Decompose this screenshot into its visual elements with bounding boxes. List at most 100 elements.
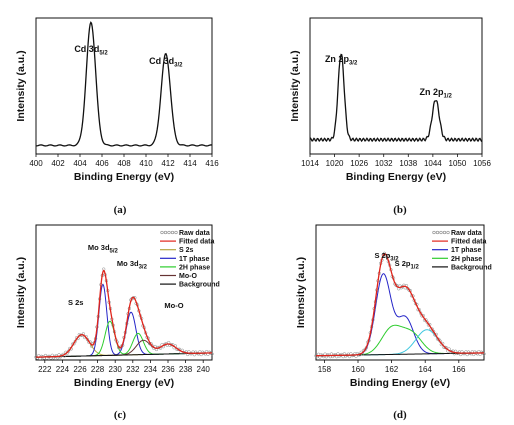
x-tick-label: 414: [183, 159, 197, 168]
peak-annotation: Mo 3d3/2: [117, 259, 148, 271]
x-axis-label: Binding Energy (eV): [346, 171, 446, 183]
legend-label: 1T phase: [179, 256, 209, 263]
peak-annotation: Cd 3d3/2: [149, 56, 183, 69]
spectrum-line: [35, 21, 213, 147]
x-tick-label: 238: [179, 365, 193, 374]
peak-annotation: S 2s: [68, 298, 83, 307]
peak-annotation: Mo-O: [164, 301, 183, 310]
legend-label: 2H phase: [179, 264, 210, 271]
panel-label-d: (d): [393, 409, 407, 421]
raw-data-point: [419, 311, 423, 315]
x-tick-label: 236: [161, 365, 175, 374]
legend-swatch: [446, 230, 450, 235]
x-tick-label: 240: [197, 365, 211, 374]
raw-data-point: [482, 352, 486, 356]
peak-annotation-main: Cd 3d: [74, 44, 99, 54]
legend-swatch: [439, 230, 443, 235]
background-line: [35, 352, 213, 358]
legend-swatch: [442, 230, 447, 235]
x-tick-label: 1038: [399, 159, 417, 168]
y-axis-label: Intensity (a.u.): [15, 50, 27, 121]
raw-data-point: [66, 349, 71, 353]
legend-swatch: [160, 230, 164, 235]
peak-annotation-sub: 3/2: [390, 257, 399, 263]
legend-swatch: [435, 230, 440, 235]
x-tick-label: 234: [144, 365, 158, 374]
x-axis-label: Binding Energy (eV): [74, 377, 174, 389]
x-tick-label: 402: [51, 159, 65, 168]
component-line-1t-phase: [315, 273, 485, 357]
peak-annotation-main: S 2s: [68, 298, 83, 307]
peak-annotation-main: Mo 3d: [88, 243, 110, 252]
x-tick-label: 228: [91, 365, 105, 374]
peak-annotation-main: Mo 3d: [117, 259, 139, 268]
peak-annotation-sub: 5/2: [110, 249, 119, 255]
x-tick-label: 1020: [326, 159, 344, 168]
x-tick-label: 162: [385, 365, 399, 374]
x-tick-label: 160: [351, 365, 365, 374]
legend-label: Raw data: [451, 230, 482, 237]
x-tick-label: 404: [73, 159, 87, 168]
legend-label: 2H phase: [451, 256, 482, 263]
peak-annotation: S 2p3/2: [374, 251, 399, 263]
peak-annotation-sub: 1/2: [410, 265, 419, 271]
legend-swatch: [432, 230, 436, 235]
x-tick-label: 412: [161, 159, 175, 168]
plot-frame: [35, 224, 213, 361]
x-tick-label: 164: [419, 365, 433, 374]
fitted-data-line: [35, 269, 213, 358]
legend-label: Background: [179, 282, 220, 289]
x-tick-label: 1032: [375, 159, 393, 168]
x-tick-label: 1026: [350, 159, 368, 168]
x-tick-label: 406: [95, 159, 109, 168]
peak-annotation: S 2p1/2: [395, 259, 420, 271]
x-tick-label: 408: [117, 159, 131, 168]
x-tick-label: 230: [109, 365, 123, 374]
spectrum-line: [309, 53, 483, 143]
plot-frame: [35, 17, 213, 155]
peak-annotation: Zn 2p1/2: [420, 87, 453, 100]
x-tick-label: 410: [139, 159, 153, 168]
peak-annotation-main: Zn 2p: [325, 54, 350, 64]
x-tick-label: 1050: [449, 159, 467, 168]
x-axis-label: Binding Energy (eV): [350, 377, 450, 389]
legend-swatch: [167, 230, 171, 235]
y-axis-label: Intensity (a.u.): [295, 257, 307, 328]
panel-a-cd3d-spectrum: 400 402 404 406 408 410 412 414 416 Binding Energ…: [15, 17, 219, 183]
x-tick-label: 416: [205, 159, 219, 168]
x-tick-label: 400: [29, 159, 43, 168]
legend-label: Fitted data: [179, 239, 214, 246]
y-axis-label: Intensity (a.u.): [289, 50, 301, 121]
peak-annotation: Zn 2p3/2: [325, 54, 358, 67]
peak-annotation-sub: 1/2: [444, 94, 453, 100]
plot-frame: [309, 17, 483, 155]
peak-annotation-sub: 5/2: [99, 51, 108, 57]
peak-annotation: Mo 3d5/2: [88, 243, 119, 255]
x-tick-label: 166: [452, 365, 466, 374]
panel-label-a: (a): [114, 204, 127, 216]
legend-label: 1T phase: [451, 247, 481, 254]
legend-label: Fitted data: [451, 239, 486, 246]
legend-swatch: [174, 230, 178, 235]
x-tick-label: 1044: [424, 159, 442, 168]
legend-swatch: [170, 230, 175, 235]
panel-label-c: (c): [114, 409, 127, 421]
peak-annotation-main: Cd 3d: [149, 56, 174, 66]
peak-annotation-main: S 2p: [374, 251, 390, 260]
x-tick-label: 224: [56, 365, 70, 374]
y-axis-label: Intensity (a.u.): [15, 257, 27, 328]
raw-data-point: [85, 337, 90, 342]
peak-annotation-sub: 3/2: [139, 265, 148, 271]
peak-annotation-sub: 3/2: [174, 63, 183, 69]
x-axis-label: Binding Energy (eV): [74, 171, 174, 183]
panel-label-b: (b): [393, 204, 407, 216]
peak-annotation-main: Zn 2p: [420, 87, 445, 97]
panel-b-zn2p-spectrum: 1014 1020 1026 1032 1038 1044 1050 1056 Binding …: [289, 17, 491, 183]
x-tick-label: 1056: [473, 159, 491, 168]
x-tick-label: 158: [318, 365, 332, 374]
raw-data-point: [176, 347, 180, 352]
peak-annotation: Cd 3d5/2: [74, 44, 108, 57]
